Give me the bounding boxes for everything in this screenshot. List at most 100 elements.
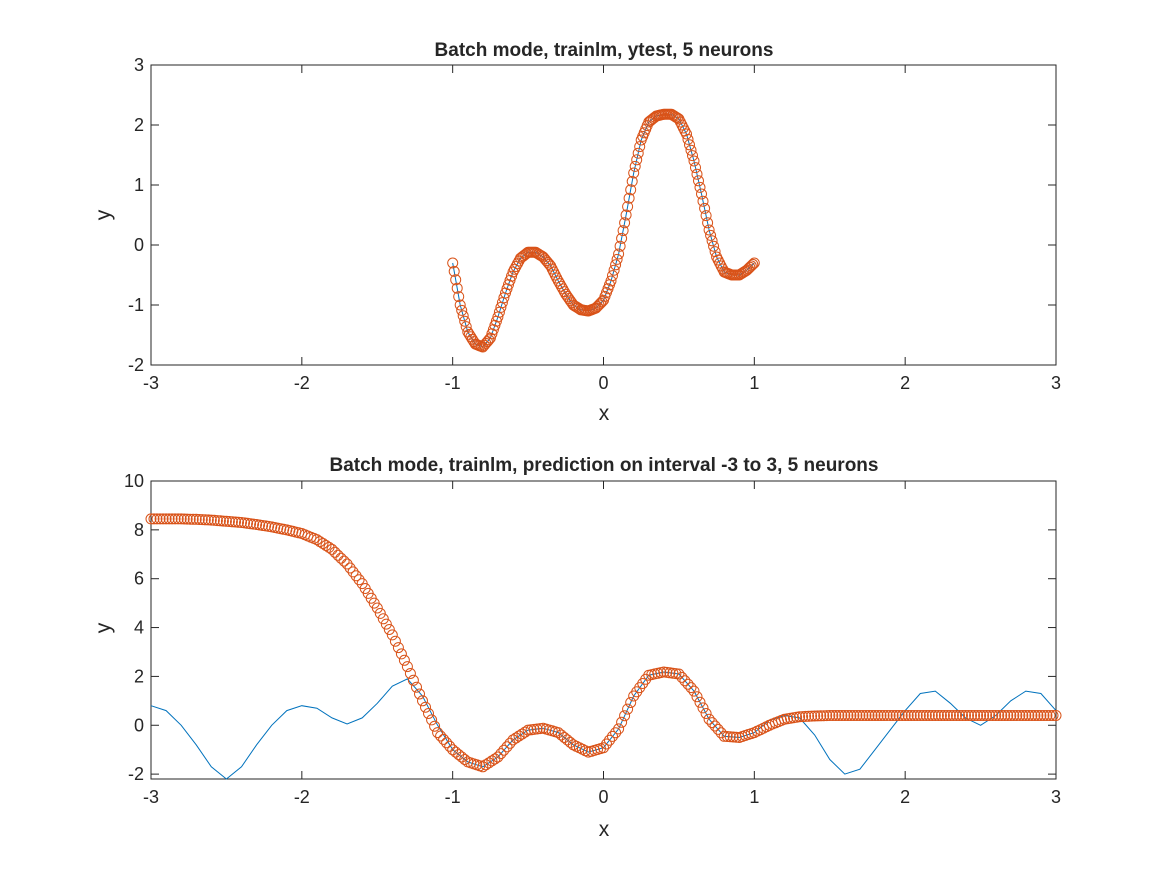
- bottom-marker-point: [809, 710, 821, 722]
- bottom-marker-point: [851, 710, 863, 721]
- top-plot-area: [150, 64, 1057, 366]
- top-marker-point: [453, 291, 465, 303]
- top-marker-point: [447, 257, 459, 269]
- top-marker-point: [681, 128, 692, 140]
- top-marker-point: [634, 141, 646, 153]
- top-marker-point: [699, 202, 711, 214]
- top-marker-point: [697, 195, 709, 207]
- top-marker-point: [700, 210, 712, 222]
- bottom-marker-point: [154, 513, 166, 525]
- top-y-tick-label: -2: [128, 355, 144, 375]
- bottom-marker-point: [926, 710, 938, 721]
- bottom-marker-point: [842, 710, 854, 721]
- top-marker-point: [611, 253, 623, 265]
- top-marker-point: [628, 167, 640, 179]
- bottom-marker-point: [619, 710, 631, 722]
- bottom-marker-point: [338, 555, 350, 567]
- bottom-marker-point: [380, 618, 392, 630]
- bottom-marker-point: [969, 710, 981, 721]
- bottom-marker-point: [682, 678, 694, 690]
- bottom-marker-point: [960, 710, 971, 721]
- top-marker-point: [631, 154, 643, 166]
- bottom-marker-point: [957, 710, 968, 721]
- bottom-marker-point: [951, 710, 962, 721]
- bottom-marker-point: [803, 710, 815, 722]
- bottom-marker-point: [1047, 710, 1059, 721]
- bottom-marker-point: [178, 513, 190, 525]
- bottom-marker-point: [459, 754, 471, 765]
- bottom-marker-point: [1026, 710, 1038, 721]
- bottom-marker-point: [601, 738, 612, 750]
- top-marker-point: [629, 160, 641, 172]
- bottom-marker-point: [438, 733, 450, 745]
- top-marker-point: [745, 260, 757, 272]
- bottom-marker-point: [1041, 710, 1053, 721]
- bottom-marker-point: [175, 513, 187, 525]
- bottom-marker-point: [148, 513, 160, 525]
- top-marker-point: [454, 299, 466, 311]
- top-marker-point: [685, 144, 697, 156]
- top-marker-point: [682, 133, 694, 145]
- bottom-marker-point: [513, 730, 525, 742]
- top-marker-point: [457, 310, 469, 322]
- top-marker-point: [456, 304, 468, 316]
- bottom-marker-point: [377, 613, 389, 625]
- bottom-marker-point: [401, 661, 413, 673]
- top-y-tick-label: 1: [134, 175, 144, 195]
- bottom-marker-point: [311, 534, 323, 546]
- bottom-marker-point: [996, 710, 1008, 721]
- bottom-marker-point: [205, 514, 217, 526]
- bottom-marker-point: [1011, 710, 1023, 721]
- top-marker-point: [483, 334, 495, 346]
- bottom-x-axis-label: x: [599, 818, 610, 841]
- bottom-x-tick-label: -2: [294, 787, 310, 807]
- bottom-marker-point: [676, 671, 688, 683]
- bottom-marker-point: [223, 516, 235, 527]
- top-marker-point: [696, 188, 707, 200]
- bottom-marker-point: [522, 724, 534, 736]
- top-marker-point: [616, 232, 628, 244]
- bottom-marker-point: [863, 710, 875, 721]
- bottom-y-tick-label: 6: [134, 569, 144, 589]
- bottom-marker-point: [661, 666, 673, 678]
- bottom-marker-point: [1044, 710, 1056, 721]
- top-marker-point: [459, 315, 471, 327]
- top-marker-point: [450, 274, 462, 286]
- bottom-marker-point: [999, 710, 1011, 721]
- bottom-marker-point: [202, 514, 214, 526]
- bottom-y-axis-label: y: [92, 622, 115, 633]
- top-marker-point: [623, 192, 635, 204]
- bottom-marker-point: [836, 710, 848, 721]
- bottom-marker-point: [196, 514, 208, 526]
- bottom-marker-point: [417, 695, 428, 707]
- bottom-marker-point: [486, 755, 498, 767]
- bottom-marker-point: [990, 710, 1002, 721]
- bottom-marker-point: [944, 710, 956, 721]
- bottom-marker-point: [320, 540, 332, 551]
- bottom-y-tick-label: 4: [134, 618, 144, 638]
- bottom-marker-point: [869, 710, 881, 721]
- bottom-marker-point: [688, 685, 700, 697]
- bottom-marker-point: [233, 516, 244, 528]
- top-marker-point: [632, 147, 644, 159]
- top-x-tick-label: 2: [900, 373, 910, 393]
- bottom-marker-point: [353, 574, 365, 586]
- bottom-marker-point: [812, 710, 824, 722]
- top-marker-point: [748, 257, 760, 269]
- bottom-y-tick-label: 10: [124, 471, 144, 491]
- bottom-marker-point: [190, 513, 202, 525]
- bottom-marker-point: [935, 710, 947, 721]
- bottom-marker-point: [824, 710, 836, 721]
- bottom-marker-point: [673, 668, 685, 680]
- bottom-marker-point: [510, 732, 522, 744]
- bottom-marker-point: [160, 513, 172, 525]
- bottom-marker-point: [610, 727, 622, 739]
- top-marker-point: [625, 184, 637, 196]
- bottom-y-tick-label: 8: [134, 520, 144, 540]
- top-y-tick-label: 0: [134, 235, 144, 255]
- top-marker-point: [690, 162, 701, 174]
- bottom-marker-point: [932, 710, 944, 721]
- bottom-marker-point: [794, 711, 806, 723]
- top-chart-title: Batch mode, trainlm, ytest, 5 neurons: [435, 40, 774, 61]
